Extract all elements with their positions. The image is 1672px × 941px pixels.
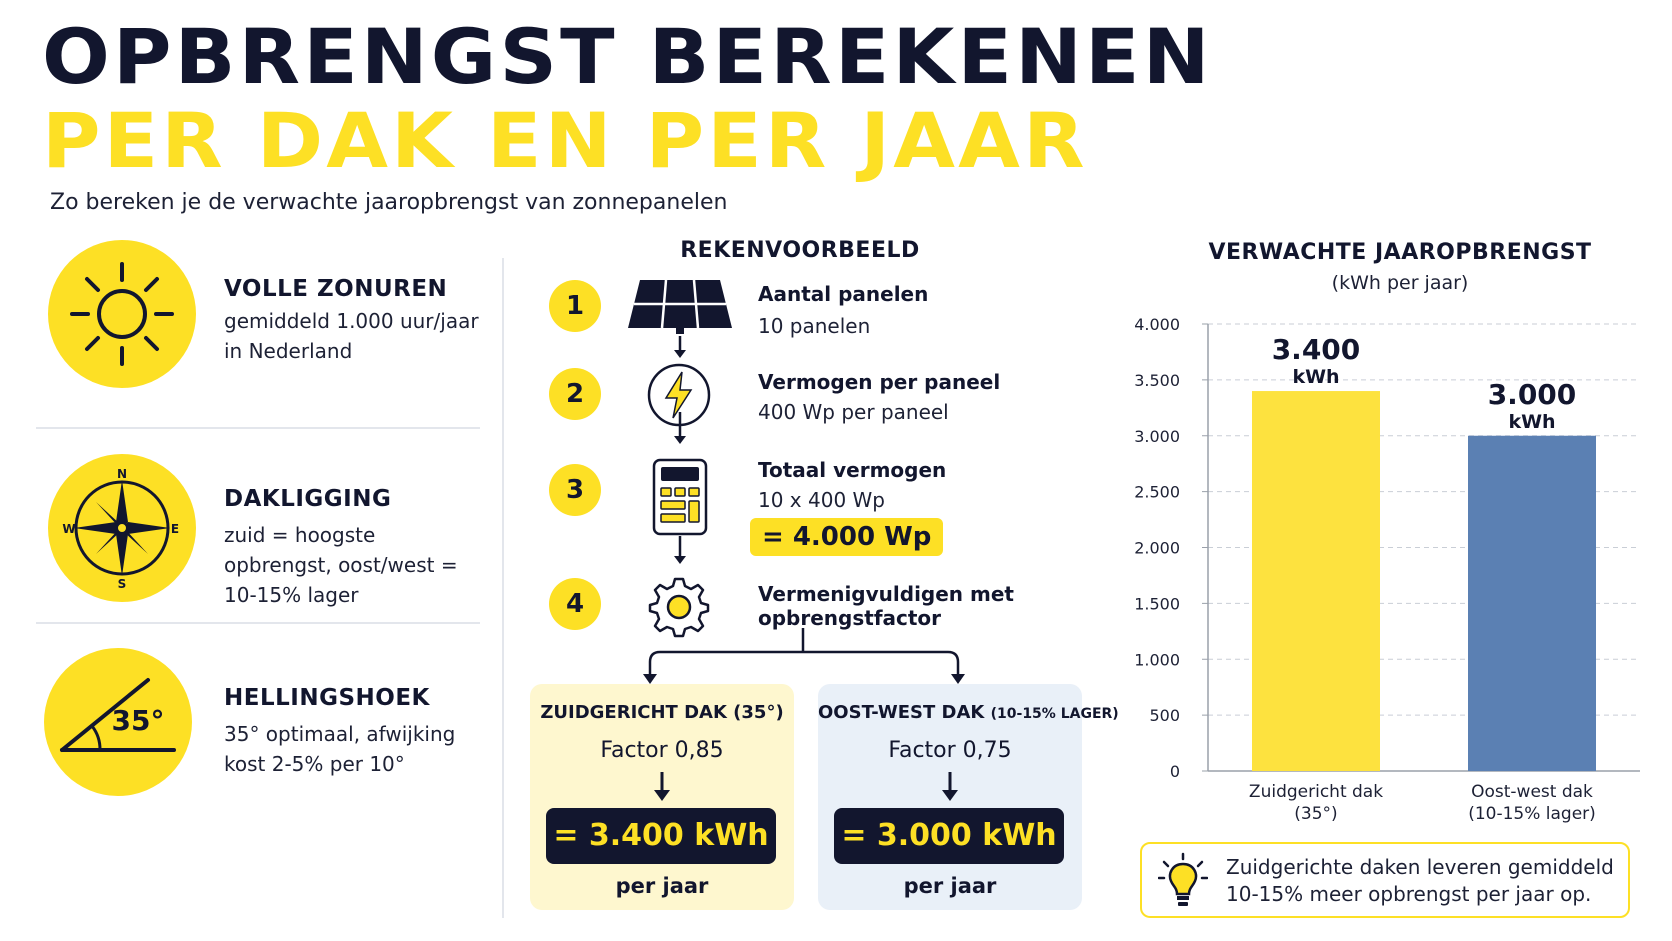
yield-bar-chart: 0 500 1.000 1.500 2.000 2.500 3.000 3.500 4.000 3… — [1134, 315, 1640, 824]
divider — [36, 427, 480, 429]
step-label: opbrengstfactor — [758, 606, 942, 630]
factor-roof-orientation: N E S W DAKLIGGING zuid = hoogste opbren… — [36, 450, 480, 630]
step-value: 10 x 400 Wp — [758, 488, 886, 512]
factor-full-sun-hours: VOLLE ZONUREN gemiddeld 1.000 uur/jaar i… — [36, 236, 480, 416]
step-number: 2 — [549, 368, 601, 420]
total-power-highlight: = 4.000 Wp — [750, 518, 944, 556]
x-category-label: (35°) — [1294, 804, 1337, 824]
box-factor: Factor 0,85 — [600, 738, 724, 763]
chart-title: VERWACHTE JAAROPBRENGST — [1208, 240, 1592, 265]
bar-value-label: 3.000 — [1488, 378, 1577, 411]
factor-title: DAKLIGGING — [224, 486, 392, 512]
divider — [36, 622, 480, 624]
factor-description: 35° optimaal, afwijking kost 2-5% per 10… — [224, 722, 456, 776]
y-tick-label: 3.000 — [1134, 427, 1180, 446]
step-label: Vermenigvuldigen met — [758, 582, 1014, 606]
y-tick-label: 0 — [1170, 762, 1180, 781]
tip-text: Zuidgerichte daken leveren gemiddeld 10-… — [1226, 855, 1614, 906]
gear-icon — [646, 574, 712, 644]
bar — [1468, 435, 1596, 771]
factor-description: zuid = hoogste opbrengst, oost/west = 10… — [224, 523, 458, 607]
y-tick-label: 500 — [1149, 706, 1180, 725]
step-label: Aantal panelen — [758, 282, 929, 306]
flow-arrows — [674, 336, 686, 564]
box-heading: OOST-WEST DAK (10-15% LAGER) — [818, 702, 1119, 723]
y-tick-label: 4.000 — [1134, 315, 1180, 334]
x-category-label: Zuidgericht dak — [1249, 782, 1383, 802]
x-category-label: Oost-west dak — [1471, 782, 1593, 802]
y-tick-label: 3.500 — [1134, 371, 1180, 390]
box-period: per jaar — [903, 874, 997, 898]
vertical-divider — [502, 258, 504, 918]
box-result: = 3.400 kWh — [546, 808, 776, 864]
y-tick-label: 1.000 — [1134, 650, 1180, 669]
bar-unit-label: kWh — [1292, 366, 1339, 388]
angle-label: 35° — [112, 704, 165, 737]
y-tick-label: 1.500 — [1134, 594, 1180, 613]
compass-north-label: N — [117, 467, 127, 481]
step-number: 4 — [549, 578, 601, 630]
box-factor: Factor 0,75 — [888, 738, 1012, 763]
south-roof-box: ZUIDGERICHT DAK (35°) Factor 0,85 = 3.40… — [530, 684, 794, 910]
step-value: 400 Wp per paneel — [758, 400, 949, 424]
step-value: 10 panelen — [758, 314, 871, 338]
step-label: Vermogen per paneel — [758, 370, 1001, 394]
east-west-roof-box: OOST-WEST DAK (10-15% LAGER) Factor 0,75… — [818, 684, 1119, 910]
compass-west-label: W — [62, 522, 75, 536]
bar — [1252, 391, 1380, 771]
branch-arrows — [643, 628, 965, 684]
solar-panel-icon — [624, 276, 736, 340]
bar-unit-label: kWh — [1508, 411, 1555, 433]
angle-icon: 35° — [44, 648, 192, 796]
box-heading-main: OOST-WEST DAK — [818, 702, 985, 723]
arrow-down-icon — [942, 772, 958, 801]
page-title-highlight: PER DAK EN PER JAAR — [42, 96, 1088, 185]
step-number: 1 — [549, 280, 601, 332]
chart-subtitle: (kWh per jaar) — [1331, 272, 1469, 294]
compass-south-label: S — [118, 577, 127, 591]
page-subtitle: Zo bereken je de verwachte jaaropbrengst… — [50, 190, 728, 215]
step-number: 3 — [549, 464, 601, 516]
box-heading-note: (10-15% LAGER) — [990, 706, 1119, 722]
factor-description: gemiddeld 1.000 uur/jaar in Nederland — [224, 309, 479, 363]
compass-icon: N E S W — [48, 454, 196, 602]
bar-value-label: 3.400 — [1272, 333, 1361, 366]
box-heading: ZUIDGERICHT DAK (35°) — [540, 702, 784, 723]
x-category-label: (10-15% lager) — [1468, 804, 1596, 824]
lightbulb-icon — [1158, 852, 1208, 906]
compass-east-label: E — [171, 522, 179, 536]
tip-box: Zuidgerichte daken leveren gemiddeld 10-… — [1140, 842, 1630, 918]
y-tick-label: 2.500 — [1134, 483, 1180, 502]
box-result: = 3.000 kWh — [834, 808, 1064, 864]
factor-title: HELLINGSHOEK — [224, 685, 430, 711]
arrow-down-icon — [654, 772, 670, 801]
factor-title: VOLLE ZONUREN — [224, 276, 448, 302]
box-period: per jaar — [615, 874, 709, 898]
y-tick-label: 2.000 — [1134, 539, 1180, 558]
sun-icon — [48, 240, 196, 388]
factor-roof-pitch: 35° HELLINGSHOEK 35° optimaal, afwijking… — [36, 645, 480, 825]
page-title: OPBRENGST BEREKENEN — [42, 12, 1213, 101]
calculator-icon — [652, 458, 708, 540]
example-title: REKENVOORBEELD — [680, 238, 920, 263]
step-label: Totaal vermogen — [758, 458, 947, 482]
